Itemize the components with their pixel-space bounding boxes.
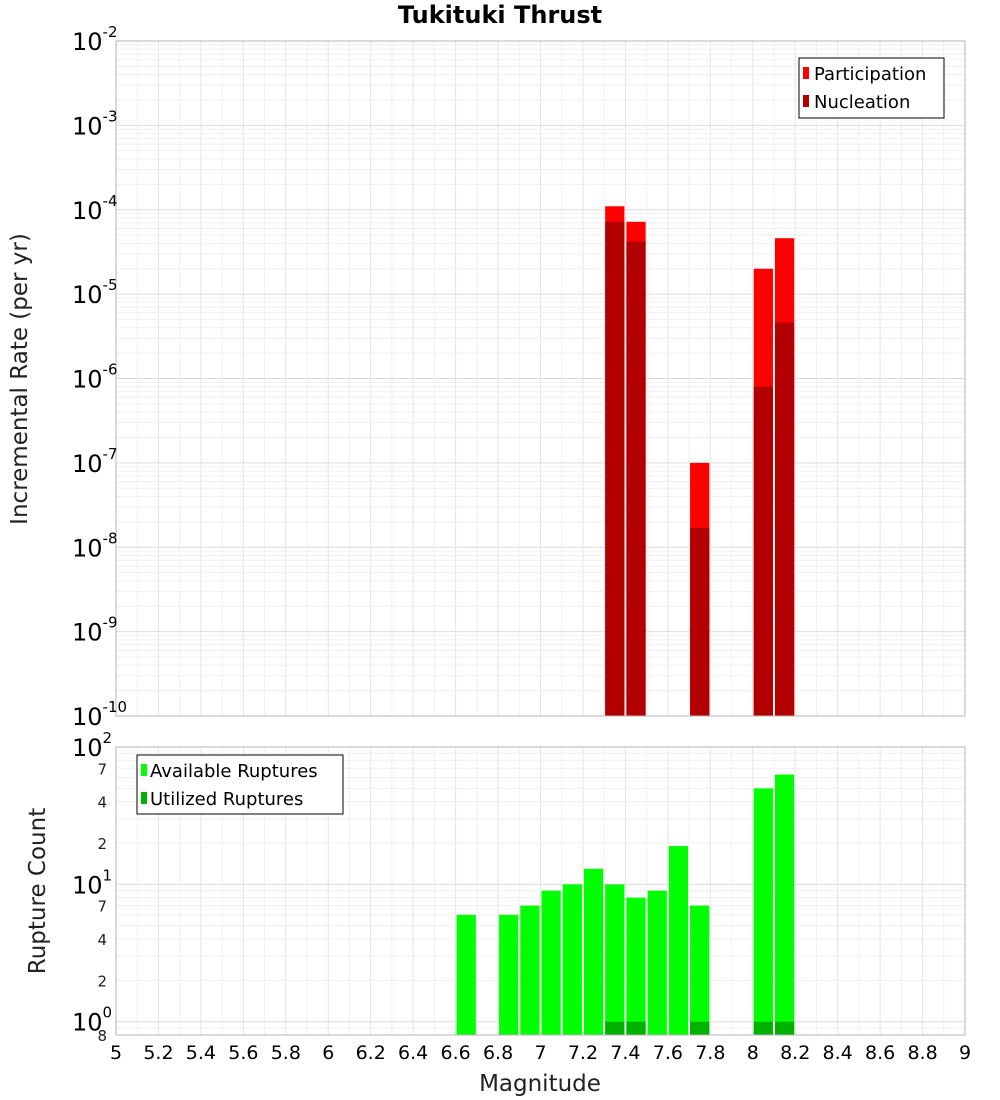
count-x-tick-labels: 5 5.2 5.4 5.6 5.8 6 6.2 6.4 6.6 6.8 7 7.2 7.4 7.6 7.8 8… (110, 1042, 971, 1064)
x-tick-label: 8 (747, 1042, 759, 1064)
count-y-tick-label: 101 (72, 866, 112, 899)
legend-swatch-utilized-ruptures (141, 792, 147, 804)
rate-legend: Participation Nucleation (798, 57, 945, 119)
count-legend: Available Ruptures Utilized Ruptures (136, 754, 344, 815)
count-y-tick-label: 100 (72, 1004, 112, 1037)
rate-y-axis-label: Incremental Rate (per yr) (7, 233, 33, 525)
x-tick-label: 6.4 (398, 1042, 428, 1064)
count-y-tick-labels: 100 101 102 8 2 4 7 2 4 7 (72, 729, 112, 1045)
rate-plot-border (115, 40, 966, 717)
count-plot-border (115, 746, 966, 1036)
utilized-ruptures-bar (774, 1021, 795, 1035)
x-tick-label: 6.8 (483, 1042, 513, 1064)
utilized-ruptures-bar (690, 1021, 710, 1035)
count-y-axis-label: Rupture Count (25, 808, 51, 974)
count-panel: 100 101 102 8 2 4 7 2 4 7 5 5.2 5.4 5.6 5.8 6 6.2 6.4 6.6… (25, 729, 971, 1097)
x-tick-label: 5.2 (143, 1042, 173, 1064)
chart-title: Tukituki Thrust (398, 1, 602, 29)
x-tick-label: 6.6 (440, 1042, 470, 1064)
x-tick-label: 5.4 (186, 1042, 216, 1064)
legend-label-utilized-ruptures: Utilized Ruptures (150, 789, 303, 810)
utilized-ruptures-bar (626, 1021, 646, 1035)
legend-swatch-available-ruptures (141, 764, 147, 776)
rate-y-tick-label: 10-8 (72, 529, 118, 562)
count-bars (456, 774, 795, 1035)
x-tick-label: 8.8 (907, 1042, 937, 1064)
x-tick-label: 8.2 (780, 1042, 810, 1064)
x-tick-label: 8.4 (823, 1042, 853, 1064)
x-tick-label: 5.6 (228, 1042, 258, 1064)
available-ruptures-bar (520, 905, 540, 1035)
rate-y-tick-label: 10-6 (72, 361, 118, 394)
count-y-minor-tick-label: 8 (97, 1027, 107, 1045)
x-tick-label: 7.6 (653, 1042, 683, 1064)
legend-swatch-nucleation (803, 95, 809, 107)
x-tick-label: 6 (322, 1042, 334, 1064)
rate-y-tick-label: 10-10 (72, 698, 127, 731)
legend-swatch-participation (803, 67, 809, 79)
count-y-minor-tick-label: 4 (97, 794, 107, 812)
rate-y-tick-label: 10-9 (72, 614, 118, 647)
rate-y-tick-label: 10-2 (72, 23, 118, 56)
count-y-tick-label: 102 (72, 729, 112, 762)
count-legend-box (136, 754, 344, 815)
available-ruptures-bar (562, 884, 582, 1035)
available-ruptures-bar (690, 905, 710, 1035)
x-tick-label: 6.2 (356, 1042, 386, 1064)
utilized-ruptures-bar (605, 1021, 625, 1035)
x-tick-label: 7.2 (568, 1042, 598, 1064)
available-ruptures-bar (753, 788, 773, 1035)
x-tick-label: 8.6 (865, 1042, 895, 1064)
nucleation-bar (690, 527, 710, 716)
rate-y-tick-label: 10-3 (72, 107, 118, 140)
nucleation-bar (626, 241, 646, 717)
x-tick-label: 7.8 (695, 1042, 725, 1064)
count-y-minor-tick-label: 2 (97, 972, 107, 990)
count-y-minor-tick-label: 4 (97, 931, 107, 949)
available-ruptures-bar (774, 774, 795, 1035)
nucleation-bar (774, 322, 795, 716)
utilized-ruptures-bar (753, 1021, 773, 1035)
legend-label-available-ruptures: Available Ruptures (150, 761, 318, 782)
rate-y-tick-labels: 10-10 10-9 10-8 10-7 10-6 10-5 10-4 10-3 10-2 (72, 23, 127, 731)
available-ruptures-bar (605, 884, 625, 1035)
legend-label-participation: Participation (814, 64, 926, 85)
legend-label-nucleation: Nucleation (814, 92, 910, 113)
rate-grid (115, 40, 966, 717)
available-ruptures-bar (647, 890, 667, 1035)
available-ruptures-bar (668, 846, 689, 1035)
available-ruptures-bar (626, 897, 646, 1035)
available-ruptures-bar (583, 868, 604, 1035)
rate-y-tick-label: 10-7 (72, 445, 118, 478)
rate-y-tick-label: 10-4 (72, 192, 118, 225)
x-tick-label: 5 (110, 1042, 122, 1064)
count-y-minor-tick-label: 2 (97, 835, 107, 853)
x-axis-label: Magnitude (479, 1071, 601, 1097)
nucleation-bar (605, 221, 625, 716)
nucleation-bar (753, 386, 773, 716)
x-tick-label: 7 (534, 1042, 546, 1064)
rate-legend-box (798, 57, 945, 119)
x-tick-label: 7.4 (610, 1042, 640, 1064)
x-tick-label: 5.8 (271, 1042, 301, 1064)
rate-panel: 10-10 10-9 10-8 10-7 10-6 10-5 10-4 10-3 10-2 In… (7, 23, 966, 731)
available-ruptures-bar (499, 914, 519, 1035)
rate-y-tick-label: 10-5 (72, 276, 118, 309)
count-y-minor-tick-label: 7 (97, 760, 107, 778)
x-tick-label: 9 (959, 1042, 971, 1064)
available-ruptures-bar (456, 914, 476, 1035)
count-y-minor-tick-label: 7 (97, 898, 107, 916)
available-ruptures-bar (541, 890, 561, 1035)
rate-bars (605, 206, 795, 717)
